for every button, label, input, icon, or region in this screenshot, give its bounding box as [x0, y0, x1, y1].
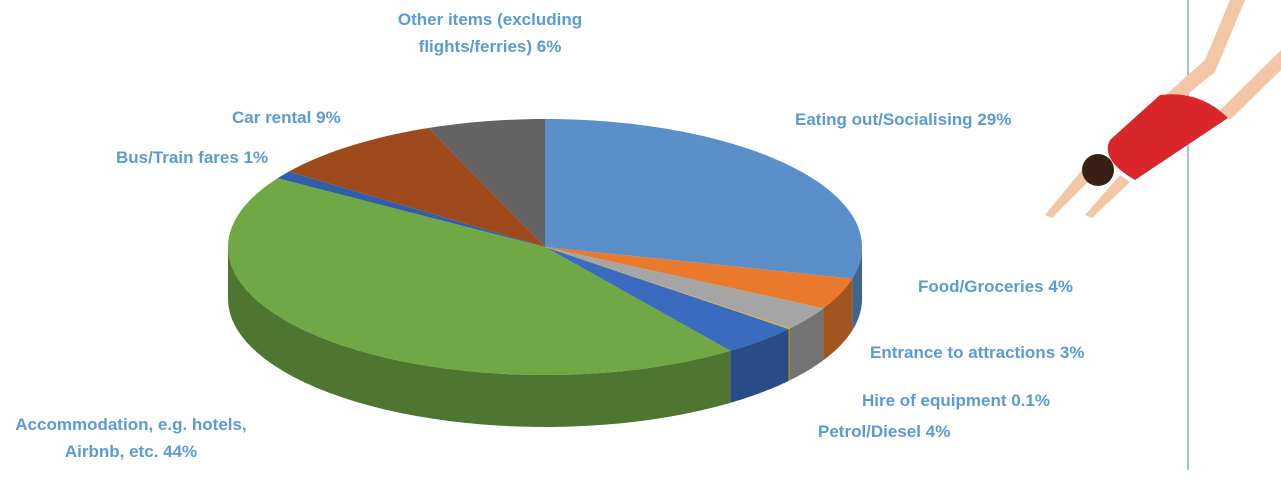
slice — [428, 119, 545, 247]
slice — [545, 119, 862, 279]
category-label: Other items (excluding flights/ferries) — [397, 10, 583, 56]
value-label: 6% — [536, 37, 562, 56]
category-label: Entrance to attractions — [870, 343, 1056, 362]
value-label: 44% — [163, 442, 198, 461]
category-label: Bus/Train fares — [116, 148, 239, 167]
category-label: Petrol/Diesel — [818, 422, 921, 441]
category-label: Eating out/Socialising — [795, 110, 973, 129]
value-label: 0.1% — [1011, 391, 1050, 410]
slice-label: Petrol/Diesel 4% — [818, 418, 1018, 445]
slice — [545, 247, 789, 351]
category-label: Car rental — [232, 108, 312, 127]
slice — [228, 178, 731, 375]
slice-side — [730, 328, 789, 403]
slice-side — [789, 308, 824, 381]
slice-label: Entrance to attractions 3% — [870, 339, 1160, 366]
slice-label: Hire of equipment 0.1% — [862, 387, 1122, 414]
slice-label: Car rental 9% — [232, 104, 392, 131]
slice — [545, 247, 790, 329]
slice-side — [852, 247, 862, 331]
slice — [545, 247, 853, 309]
slice — [288, 127, 545, 247]
value-label: 4% — [1048, 277, 1073, 296]
value-label: 3% — [1059, 343, 1085, 362]
slice-side — [228, 247, 731, 427]
slice-label: Bus/Train fares 1% — [116, 144, 316, 171]
value-label: 1% — [243, 148, 269, 167]
slice-label: Other items (excluding flights/ferries) … — [395, 6, 585, 60]
category-label: Accommodation, e.g. hotels, Airbnb, etc. — [15, 415, 247, 461]
slice-side — [823, 278, 853, 361]
slice-label: Food/Groceries 4% — [918, 273, 1138, 300]
slice — [277, 171, 545, 247]
slice-label: Eating out/Socialising 29% — [795, 106, 1085, 133]
value-label: 9% — [316, 108, 341, 127]
category-label: Food/Groceries — [918, 277, 1044, 296]
slice-side — [788, 328, 790, 381]
slice-label: Accommodation, e.g. hotels, Airbnb, etc.… — [0, 411, 262, 465]
category-label: Hire of equipment — [862, 391, 1007, 410]
value-label: 4% — [925, 422, 951, 441]
value-label: 29% — [977, 110, 1012, 129]
slice — [545, 247, 824, 329]
diver-illustration — [1045, 0, 1281, 218]
